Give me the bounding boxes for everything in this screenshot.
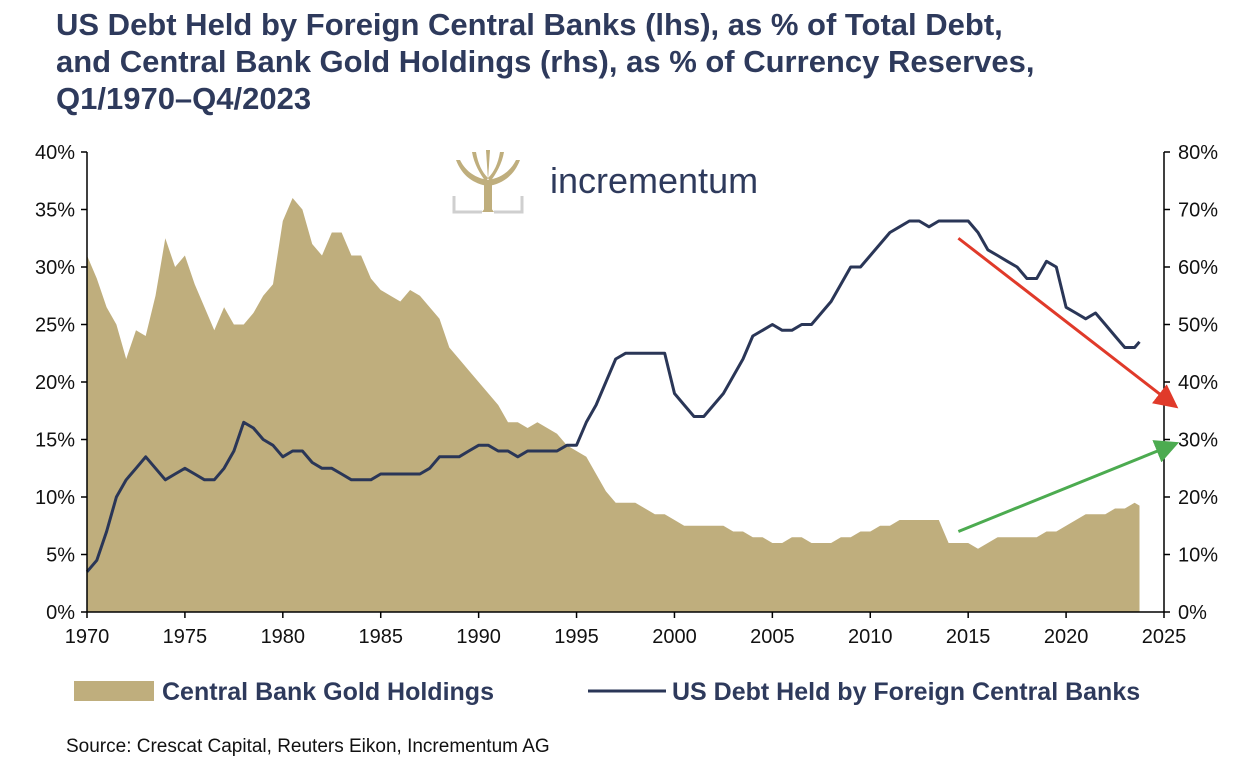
x-tick-label: 1980 <box>261 626 306 648</box>
left-tick-label: 5% <box>46 545 75 567</box>
right-tick-label: 80% <box>1178 142 1218 164</box>
x-tick-label: 2015 <box>946 626 991 648</box>
left-tick-label: 25% <box>35 315 75 337</box>
left-tick-label: 30% <box>35 257 75 279</box>
title-line-1: US Debt Held by Foreign Central Banks (l… <box>56 7 1003 42</box>
left-tick-label: 35% <box>35 200 75 222</box>
legend-gold-swatch <box>74 681 154 701</box>
left-tick-label: 20% <box>35 372 75 394</box>
x-tick-label: 2010 <box>848 626 893 648</box>
x-tick-label: 1970 <box>65 626 110 648</box>
right-tick-label: 40% <box>1178 372 1218 394</box>
right-tick-label: 70% <box>1178 200 1218 222</box>
x-tick-label: 1995 <box>554 626 599 648</box>
foreign-debt-line <box>85 219 1141 573</box>
incrementum-tree-logo-icon <box>452 150 524 214</box>
right-tick-label: 10% <box>1178 545 1218 567</box>
debt-decline-arrow <box>957 237 1179 409</box>
legend-debt-label: US Debt Held by Foreign Central Banks <box>672 678 1140 706</box>
gold-rise-arrow <box>957 440 1180 533</box>
left-tick-label: 15% <box>35 430 75 452</box>
legend-gold-label: Central Bank Gold Holdings <box>162 678 494 706</box>
chart-title: US Debt Held by Foreign Central Banks (l… <box>56 6 1226 117</box>
right-tick-label: 20% <box>1178 487 1218 509</box>
x-tick-label: 2005 <box>750 626 795 648</box>
x-tick-label: 2020 <box>1044 626 1089 648</box>
incrementum-logo-text: incrementum <box>550 160 759 201</box>
x-tick-label: 2000 <box>652 626 697 648</box>
x-tick-label: 1990 <box>456 626 501 648</box>
x-tick-label: 1985 <box>358 626 403 648</box>
gold-holdings-area <box>87 198 1140 612</box>
title-line-2: and Central Bank Gold Holdings (rhs), as… <box>56 44 1035 79</box>
x-tick-label: 2025 <box>1142 626 1187 648</box>
right-tick-label: 50% <box>1178 315 1218 337</box>
left-tick-label: 0% <box>46 602 75 624</box>
left-tick-label: 40% <box>35 142 75 164</box>
right-tick-label: 0% <box>1178 602 1207 624</box>
right-tick-label: 60% <box>1178 257 1218 279</box>
right-tick-label: 30% <box>1178 430 1218 452</box>
left-tick-label: 10% <box>35 487 75 509</box>
x-tick-label: 1975 <box>163 626 208 648</box>
title-line-3: Q1/1970–Q4/2023 <box>56 81 312 116</box>
source-note: Source: Crescat Capital, Reuters Eikon, … <box>66 736 550 757</box>
